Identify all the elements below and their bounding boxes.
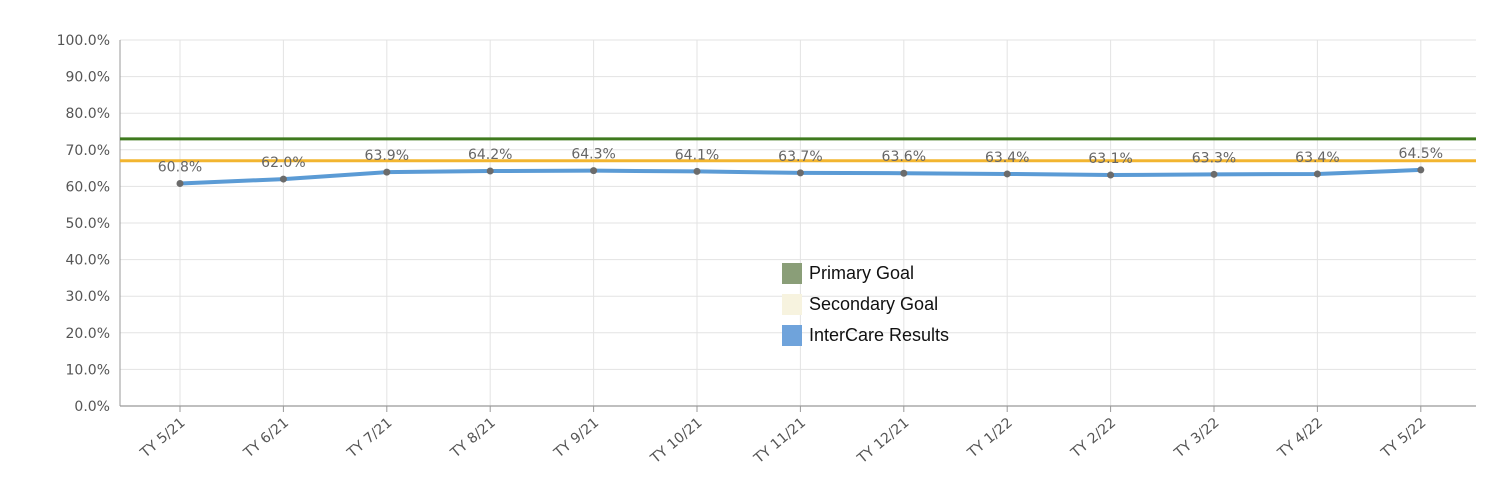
y-tick-label: 80.0%: [66, 106, 110, 122]
legend-swatch-results: [782, 325, 802, 346]
grid: [120, 39, 1476, 406]
data-label: 63.6%: [882, 149, 926, 165]
data-label: 62.0%: [261, 155, 305, 171]
data-label: 63.1%: [1088, 151, 1132, 167]
x-axis: TY 5/21 TY 6/21 TY 7/21 TY 8/21 TY 9/21 TY 10…: [120, 405, 1476, 468]
data-label: 63.4%: [1295, 150, 1339, 166]
x-tick-label: TY 1/22: [964, 415, 1016, 462]
legend-item-secondary-goal: Secondary Goal: [782, 289, 949, 320]
x-tick-label: TY 5/21: [137, 415, 189, 462]
results-point: [1003, 170, 1011, 178]
results-point: [1210, 170, 1218, 178]
x-tick-label: TY 11/21: [750, 415, 808, 468]
x-tick-label: TY 3/22: [1171, 415, 1223, 462]
data-label: 64.5%: [1399, 146, 1443, 162]
x-tick-label: TY 10/21: [647, 415, 705, 468]
results-point: [1313, 170, 1321, 178]
legend-label-secondary: Secondary Goal: [809, 294, 939, 314]
legend-swatch-secondary: [782, 294, 802, 315]
x-tick-label: TY 7/21: [344, 415, 396, 462]
results-point: [900, 169, 908, 177]
legend-label-primary: Primary Goal: [809, 263, 915, 283]
results-point: [590, 167, 598, 175]
y-tick-label: 100.0%: [57, 33, 110, 49]
results-point: [1417, 166, 1425, 174]
results-point: [176, 179, 184, 187]
goal-lines: [120, 137, 1476, 163]
results-point: [279, 175, 287, 183]
data-label: 63.3%: [1192, 150, 1236, 166]
legend-label-results: InterCare Results: [809, 325, 950, 345]
x-tick-label: TY 4/22: [1274, 415, 1326, 462]
data-label: 64.3%: [571, 147, 615, 163]
x-tick-label: TY 12/21: [854, 415, 912, 468]
y-tick-label: 0.0%: [74, 399, 110, 415]
y-tick-label: 30.0%: [66, 289, 110, 305]
results-point: [693, 167, 701, 175]
y-axis: 0.0% 10.0% 20.0% 30.0% 40.0% 50.0% 60.0% 70.0% 8…: [57, 33, 121, 415]
y-tick-label: 90.0%: [66, 70, 110, 86]
data-label: 64.1%: [675, 147, 719, 163]
y-tick-label: 40.0%: [66, 253, 110, 269]
data-label: 63.9%: [365, 148, 409, 164]
x-tick-label: TY 2/22: [1068, 415, 1120, 462]
results-point: [1107, 171, 1115, 179]
x-tick-label: TY 9/21: [551, 415, 603, 462]
x-tick-label: TY 5/22: [1378, 415, 1430, 462]
legend-swatch-primary: [782, 263, 802, 284]
data-label: 64.2%: [468, 147, 512, 163]
legend-item-intercare-results: InterCare Results: [782, 320, 949, 351]
results-point: [383, 168, 391, 176]
x-tick-label: TY 8/21: [447, 415, 499, 462]
data-labels: 60.8% 62.0% 63.9% 64.2% 64.3% 64.1% 63.7% 63.6%…: [158, 146, 1443, 176]
y-tick-label: 10.0%: [66, 362, 110, 378]
y-tick-label: 60.0%: [66, 179, 110, 195]
results-point: [486, 167, 494, 175]
y-tick-label: 70.0%: [66, 143, 110, 159]
results-point: [796, 169, 804, 177]
legend-item-primary-goal: Primary Goal: [782, 258, 949, 289]
results-series: [176, 166, 1425, 187]
data-label: 60.8%: [158, 159, 202, 175]
data-label: 63.4%: [985, 150, 1029, 166]
data-label: 63.7%: [778, 149, 822, 165]
legend: Primary Goal Secondary Goal InterCare Re…: [782, 258, 949, 351]
y-tick-label: 20.0%: [66, 326, 110, 342]
x-tick-label: TY 6/21: [240, 415, 292, 462]
y-tick-label: 50.0%: [66, 216, 110, 232]
